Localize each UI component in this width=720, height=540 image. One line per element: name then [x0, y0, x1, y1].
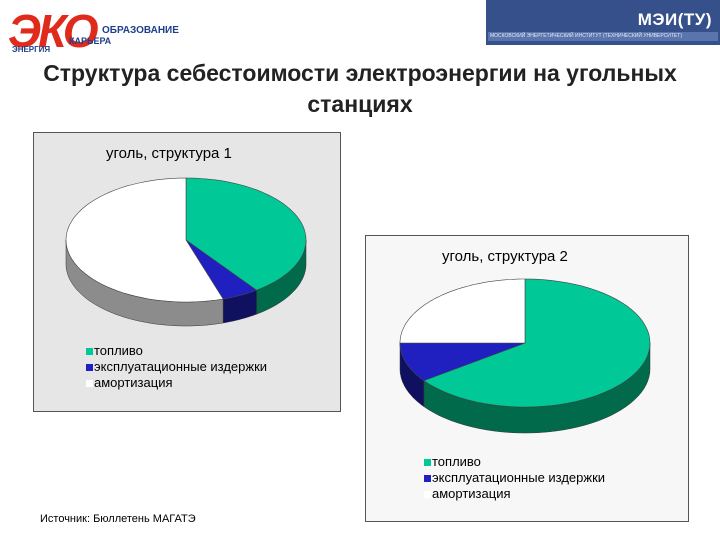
mei-logo: МЭИ(ТУ) МОСКОВСКИЙ ЭНЕРГЕТИЧЕСКИЙ ИНСТИТ…: [486, 0, 720, 45]
pie-chart-2: [399, 278, 651, 434]
legend-item-fuel: топливо: [86, 343, 267, 359]
eko-logo-line1: ОБРАЗОВАНИЕ: [102, 25, 179, 36]
pie-1-slice-amort: [65, 177, 224, 303]
pie-1-slice-fuel: [185, 177, 307, 291]
slide-title: Структура себестоимости электроэнергии н…: [43, 60, 677, 117]
pie-2-slice-ops: [399, 342, 526, 381]
legend-item-amort: амортизация: [424, 486, 605, 502]
legend-item-ops: эксплуатационные издержки: [424, 470, 605, 486]
chart-1-legend: топливо эксплуатационные издержки аморти…: [86, 343, 267, 391]
mei-logo-subtitle: МОСКОВСКИЙ ЭНЕРГЕТИЧЕСКИЙ ИНСТИТУТ (ТЕХН…: [488, 32, 718, 41]
pie-1-slice-ops: [185, 239, 258, 300]
eko-logo-mark: ЭКО ОБРАЗОВАНИЕ КАРЬЕРА ЭНЕРГИЯ: [8, 5, 179, 57]
legend-swatch-ops: [424, 474, 431, 482]
legend-item-ops: эксплуатационные издержки: [86, 359, 267, 375]
legend-label-fuel: топливо: [94, 343, 143, 358]
eko-logo-text: ЭКО: [8, 5, 99, 57]
legend-swatch-fuel: [86, 347, 93, 355]
chart-2-title: уголь, структура 2: [442, 248, 568, 265]
legend-item-fuel: топливо: [424, 454, 605, 470]
legend-swatch-ops: [86, 363, 93, 371]
legend-label-amort: амортизация: [432, 486, 511, 501]
legend-label-fuel: топливо: [432, 454, 481, 469]
pie-2-slice-amort: [399, 278, 526, 344]
legend-label-ops: эксплуатационные издержки: [432, 470, 606, 485]
legend-item-amort: амортизация: [86, 375, 267, 391]
legend-label-amort: амортизация: [94, 375, 173, 390]
mei-logo-brand: МЭИ(ТУ): [637, 10, 712, 29]
pie-2-slice-fuel: [423, 278, 651, 408]
chart-2-legend: топливо эксплуатационные издержки аморти…: [424, 454, 605, 502]
chart-1-title: уголь, структура 1: [106, 145, 232, 162]
legend-swatch-amort: [424, 490, 431, 498]
eko-logo: ЭКО ОБРАЗОВАНИЕ КАРЬЕРА ЭНЕРГИЯ: [6, 4, 179, 57]
legend-swatch-amort: [86, 379, 93, 387]
pie-chart-1: [65, 177, 307, 327]
eko-logo-line2: КАРЬЕРА: [69, 36, 112, 46]
legend-label-ops: эксплуатационные издержки: [94, 359, 268, 374]
legend-swatch-fuel: [424, 458, 431, 466]
source-note: Источник: Бюллетень МАГАТЭ: [40, 513, 196, 525]
eko-logo-line3: ЭНЕРГИЯ: [12, 45, 50, 54]
